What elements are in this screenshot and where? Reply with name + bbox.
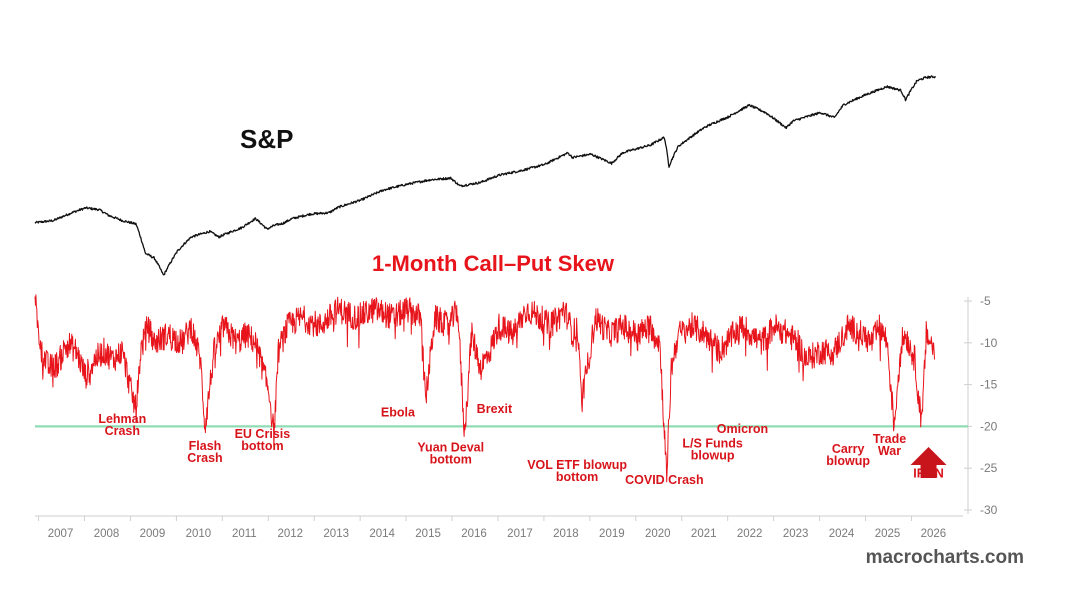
event-annotation-label: VOL ETF blowup	[527, 458, 627, 472]
event-annotation-label: L/S Funds	[682, 436, 742, 450]
x-tick-label: 2022	[737, 528, 763, 540]
x-tick-label: 2012	[277, 528, 303, 540]
event-annotation-label: blowup	[691, 448, 735, 462]
y-tick-label: -20	[980, 419, 998, 433]
skew-chart-title: 1-Month Call–Put Skew	[372, 251, 615, 276]
event-annotation-label: EU Crisis	[235, 427, 291, 441]
x-tick-label: 2013	[323, 528, 349, 540]
x-tick-label: 2011	[232, 528, 257, 540]
sp-series-label: S&P	[240, 124, 293, 154]
x-tick-label: 2015	[415, 528, 441, 540]
x-tick-label: 2007	[48, 528, 74, 540]
y-tick-label: -25	[980, 461, 998, 475]
x-tick-label: 2010	[186, 528, 212, 540]
event-annotation-label: bottom	[241, 439, 283, 453]
y-tick-label: -10	[980, 336, 998, 350]
event-annotation-label: Omicron	[717, 422, 768, 436]
x-tick-label: 2024	[829, 528, 855, 540]
x-tick-label: 2021	[691, 528, 717, 540]
x-tick-label: 2009	[140, 528, 166, 540]
y-tick-label: -15	[980, 378, 998, 392]
event-annotation: Omicron	[717, 422, 768, 436]
event-annotation-label: Carry	[832, 442, 865, 456]
event-annotation-label: Brexit	[477, 402, 513, 416]
x-tick-label: 2016	[461, 528, 487, 540]
x-tick-label: 2019	[599, 528, 625, 540]
event-annotation-label: Flash	[189, 439, 222, 453]
event-annotation-label: Trade	[873, 432, 906, 446]
event-annotation: Ebola	[381, 405, 416, 419]
iran-up-arrow-icon	[910, 447, 947, 478]
event-annotation-label: COVID Crash	[625, 473, 704, 487]
event-annotation-label: Yuan Deval	[417, 440, 484, 454]
x-tick-label: 2023	[783, 528, 809, 540]
x-tick-label: 2025	[875, 528, 901, 540]
event-annotation: Brexit	[477, 402, 513, 416]
event-annotation-label: Lehman	[98, 412, 146, 426]
y-tick-label: -30	[980, 503, 998, 517]
event-annotation-label: Crash	[187, 451, 222, 465]
x-tick-label: 2008	[94, 528, 120, 540]
x-tick-label: 2014	[369, 528, 395, 540]
event-annotation-label: Crash	[105, 424, 140, 438]
x-tick-label: 2020	[645, 528, 671, 540]
event-annotation-label: blowup	[826, 454, 870, 468]
skew-series-line	[34, 294, 935, 483]
x-tick-label: 2018	[553, 528, 579, 540]
watermark: macrocharts.com	[866, 547, 1024, 568]
event-annotation-label: bottom	[556, 470, 598, 484]
event-annotation: COVID Crash	[625, 473, 704, 487]
sp-series-line	[34, 75, 936, 276]
x-tick-label: 2026	[921, 528, 947, 540]
x-tick-label: 2017	[507, 528, 533, 540]
event-annotation-label: War	[878, 444, 901, 458]
event-annotation-label: bottom	[430, 452, 472, 466]
y-tick-label: -5	[980, 294, 991, 308]
event-annotation-label: Ebola	[381, 405, 416, 419]
